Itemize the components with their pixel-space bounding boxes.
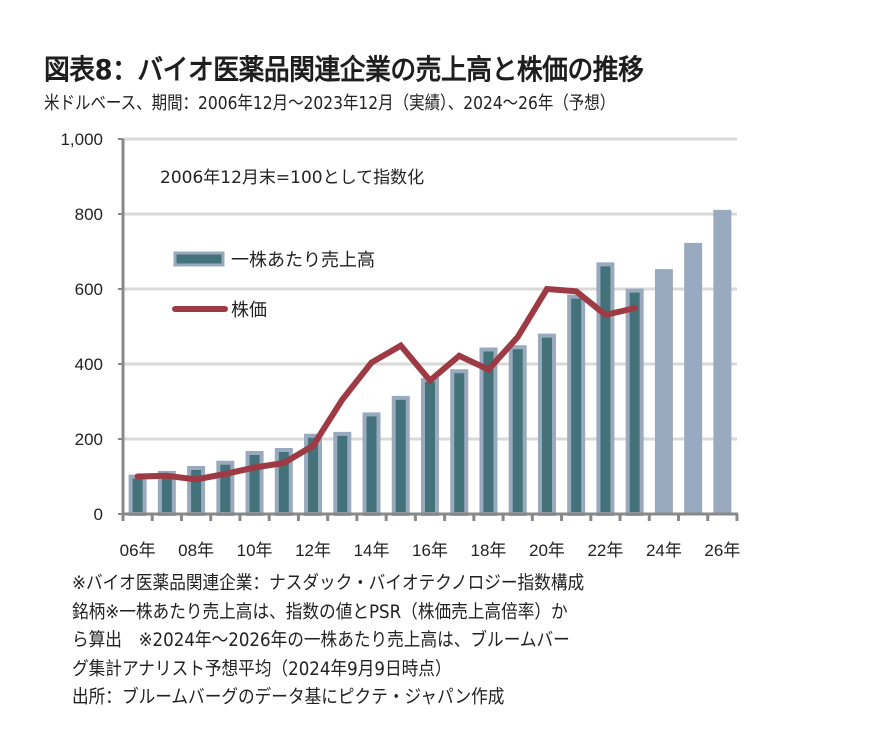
bar (421, 377, 439, 516)
footnote-line: 銘柄※一株あたり売上高は、指数の値とPSR（株価売上高倍率）か (72, 601, 568, 623)
index-annotation: 2006年12月末=100として指数化 (160, 168, 424, 188)
price-line-group (134, 285, 638, 483)
bar (567, 294, 586, 516)
y-tick-label: 400 (75, 355, 103, 374)
bar (362, 412, 381, 516)
bar (450, 369, 469, 516)
legend: 一株あたり売上高 株価 (172, 250, 375, 321)
bar (508, 345, 527, 516)
x-tick-label: 18年 (471, 541, 507, 560)
bar (625, 288, 644, 516)
bar (333, 431, 352, 516)
chart: 0 200 400 600 800 1,000 06年 08年 10年 12年 14年 16年 18年… (60, 130, 741, 560)
bar-forecast (684, 242, 703, 514)
bar (391, 395, 410, 516)
x-tick-label: 14年 (354, 541, 390, 560)
x-tick-label: 22年 (587, 541, 623, 560)
y-tick-label: 0 (94, 505, 103, 524)
y-tick-label: 200 (75, 430, 103, 449)
footnote: ※バイオ医薬品関連企業：ナスダック・バイオテクノロジー指数構成 銘柄※一株あたり… (72, 570, 702, 713)
y-tick-label: 800 (75, 205, 103, 224)
chart-subtitle: 米ドルベース、期間：2006年12月～2023年12月（実績）、2024～26年… (44, 93, 616, 114)
x-tick-label: 24年 (646, 541, 682, 560)
bar (596, 262, 615, 516)
x-tick-labels: 06年 08年 10年 12年 14年 16年 18年 20年 22年 24年 26年 (120, 541, 741, 560)
x-tick-label: 26年 (704, 541, 740, 560)
bar (537, 333, 556, 516)
price-line (134, 285, 638, 483)
legend-label-sales: 一株あたり売上高 (231, 250, 375, 271)
x-tick-label: 12年 (295, 541, 331, 560)
bar (245, 451, 264, 516)
legend-label-price: 株価 (231, 300, 267, 321)
bar-forecast (654, 269, 673, 514)
bar (128, 474, 147, 516)
bar-forecast (713, 209, 732, 514)
footnote-line: グ集計アナリスト予想平均（2024年9月9日時点） (72, 658, 452, 680)
footnote-line: ※バイオ医薬品関連企業：ナスダック・バイオテクノロジー指数構成 (72, 573, 585, 594)
bar (479, 347, 498, 516)
bar (187, 466, 206, 516)
axes (118, 138, 739, 521)
x-tick-label: 20年 (529, 541, 565, 560)
y-tick-labels: 0 200 400 600 800 1,000 (60, 130, 103, 524)
x-tick-label: 10年 (237, 541, 273, 560)
x-tick-label: 16年 (412, 541, 448, 560)
x-tick-label: 08年 (178, 541, 214, 560)
y-tick-label: 1,000 (60, 130, 103, 149)
legend-swatch-bar (173, 251, 225, 267)
footnote-line: ら算出 ※2024年～2026年の一株あたり売上高は、ブルームバー (72, 630, 570, 651)
x-tick-label: 06年 (120, 541, 156, 560)
chart-title: 図表8：バイオ医薬品関連企業の売上高と株価の推移 (44, 53, 644, 86)
y-tick-label: 600 (75, 280, 103, 299)
source-line: 出所：ブルームバーグのデータ基にピクテ・ジャパン作成 (72, 687, 505, 708)
